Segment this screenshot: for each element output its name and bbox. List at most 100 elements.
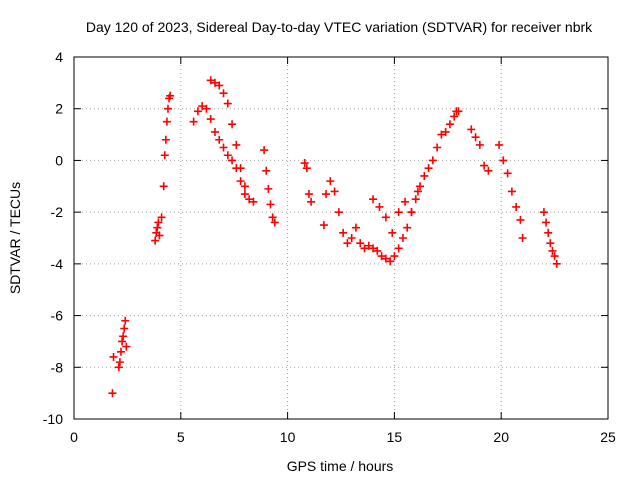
data-point — [411, 195, 420, 204]
data-point — [386, 257, 395, 266]
data-point — [270, 218, 279, 227]
data-point — [155, 231, 164, 240]
data-point — [236, 164, 245, 173]
data-point — [215, 81, 224, 90]
data-point — [539, 208, 548, 217]
data-point — [232, 140, 241, 149]
data-point — [467, 125, 476, 134]
data-point — [394, 208, 403, 217]
data-point — [516, 215, 525, 224]
data-point — [300, 159, 309, 168]
data-point — [249, 197, 258, 206]
data-point — [268, 213, 277, 222]
data-point — [202, 104, 211, 113]
data-point — [373, 246, 382, 255]
data-point — [228, 156, 237, 165]
data-point — [546, 239, 555, 248]
data-point — [219, 143, 228, 152]
data-point — [236, 177, 245, 186]
data-point — [210, 78, 219, 87]
data-point — [206, 76, 215, 85]
data-point — [388, 228, 397, 237]
data-point — [210, 127, 219, 136]
data-points — [108, 76, 561, 398]
data-point — [351, 223, 360, 232]
data-point — [108, 389, 117, 398]
data-point — [480, 161, 489, 170]
data-point — [319, 221, 328, 230]
data-point — [161, 135, 170, 144]
x-tick-label: 20 — [493, 429, 509, 445]
data-point — [398, 234, 407, 242]
data-point — [407, 208, 416, 217]
y-tick-label: -6 — [51, 308, 64, 324]
x-tick-label: 5 — [177, 429, 185, 445]
data-point — [424, 164, 433, 173]
data-point — [330, 187, 339, 196]
data-point — [120, 324, 129, 333]
data-point — [219, 89, 228, 98]
data-point — [471, 133, 480, 142]
data-point — [116, 347, 125, 356]
data-point — [307, 197, 316, 206]
x-axis-label: GPS time / hours — [287, 458, 394, 474]
data-point — [347, 234, 356, 242]
data-point — [162, 117, 171, 126]
data-point — [114, 363, 123, 372]
chart-title: Day 120 of 2023, Sidereal Day-to-day VTE… — [86, 19, 593, 35]
x-tick-label: 0 — [70, 429, 78, 445]
y-axis-label: SDTVAR / TECUs — [7, 182, 23, 294]
x-tick-label: 15 — [387, 429, 403, 445]
data-point — [157, 213, 166, 222]
data-point — [507, 187, 516, 196]
data-point — [160, 151, 169, 160]
data-point — [428, 156, 437, 165]
data-point — [122, 342, 131, 351]
data-point — [322, 190, 331, 199]
y-tick-label: -10 — [43, 411, 63, 427]
data-point — [450, 112, 459, 121]
data-point — [475, 140, 484, 149]
data-point — [262, 166, 271, 175]
y-tick-label: -8 — [51, 359, 64, 375]
data-point — [499, 156, 508, 165]
data-point — [512, 202, 521, 211]
data-point — [416, 182, 425, 191]
data-point — [326, 177, 335, 186]
data-point — [364, 241, 373, 250]
data-point — [193, 107, 202, 116]
data-point — [441, 127, 450, 136]
y-tick-label: 4 — [55, 49, 63, 65]
x-tick-label: 25 — [600, 429, 616, 445]
data-point — [343, 239, 352, 248]
data-point — [115, 358, 124, 367]
data-point — [550, 252, 559, 261]
data-point — [151, 236, 160, 245]
data-point — [302, 164, 311, 173]
data-point — [403, 223, 412, 232]
data-point — [356, 239, 365, 248]
data-point — [495, 140, 504, 149]
data-point — [266, 200, 275, 209]
data-point — [121, 316, 130, 325]
data-point — [445, 120, 454, 129]
x-tick-label: 10 — [280, 429, 296, 445]
data-point — [548, 246, 557, 255]
data-point — [304, 190, 313, 199]
data-point — [552, 259, 561, 268]
data-point — [264, 184, 273, 193]
y-tick-label: -4 — [51, 256, 64, 272]
data-point — [401, 197, 410, 206]
data-point — [544, 228, 553, 237]
data-point — [240, 182, 249, 191]
data-point — [334, 208, 343, 217]
data-point — [198, 102, 207, 111]
data-point — [119, 332, 128, 341]
data-point — [503, 169, 512, 178]
data-point — [518, 234, 527, 242]
data-point — [240, 190, 249, 199]
plot-frame — [73, 56, 609, 420]
data-point — [118, 337, 127, 346]
data-point — [377, 252, 386, 261]
